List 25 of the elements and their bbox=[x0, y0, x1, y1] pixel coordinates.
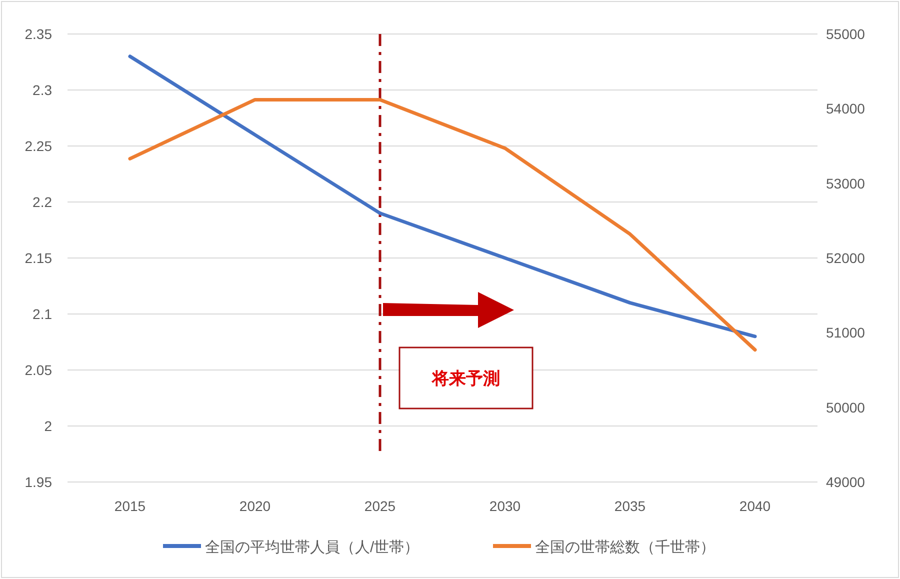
legend-label: 全国の平均世帯人員（人/世帯） bbox=[205, 539, 420, 556]
x-tick-label: 2035 bbox=[614, 498, 646, 514]
y2-tick-label: 51000 bbox=[826, 324, 866, 341]
y-tick-label: 2.25 bbox=[24, 138, 52, 154]
y-tick-label: 2.35 bbox=[24, 26, 52, 42]
y-tick-label: 2 bbox=[44, 418, 52, 434]
y-tick-label: 2.1 bbox=[32, 306, 52, 322]
y2-tick-label: 54000 bbox=[826, 100, 866, 117]
x-tick-label: 2030 bbox=[489, 498, 521, 514]
y-tick-label: 2.3 bbox=[32, 82, 52, 98]
y2-tick-label: 50000 bbox=[826, 399, 866, 416]
y2-tick-label: 49000 bbox=[826, 474, 866, 490]
annotation: 将来予測 bbox=[431, 369, 500, 388]
y-tick-label: 2.2 bbox=[32, 194, 52, 210]
x-tick-label: 2015 bbox=[114, 498, 146, 514]
legend-label: 全国の世帯総数（千世帯） bbox=[535, 539, 715, 556]
y-tick-label: 1.95 bbox=[24, 474, 52, 490]
x-tick-label: 2040 bbox=[739, 498, 771, 514]
y2-tick-label: 52000 bbox=[826, 250, 866, 266]
y2-tick-label: 53000 bbox=[826, 175, 866, 192]
x-tick-label: 2020 bbox=[239, 498, 271, 514]
y-tick-label: 2.05 bbox=[24, 362, 52, 378]
y-tick-label: 2.15 bbox=[24, 250, 52, 266]
x-tick-label: 2025 bbox=[364, 498, 396, 514]
y2-tick-label: 55000 bbox=[826, 26, 866, 42]
